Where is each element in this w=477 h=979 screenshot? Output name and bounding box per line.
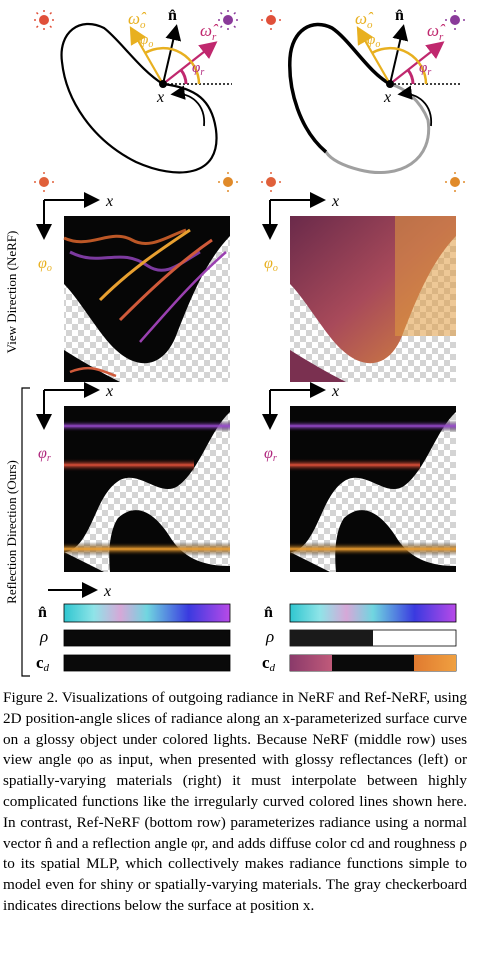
omega-o-arrow	[356, 26, 391, 85]
normal-arrow	[162, 24, 182, 85]
refnerf-panel-left	[64, 406, 230, 572]
n-hat-label: n̂	[168, 7, 177, 24]
axes-middle-left: x φo	[36, 192, 113, 274]
svg-text:φo: φo	[264, 255, 278, 274]
x-label: x	[156, 89, 164, 106]
phi-r-label: φr	[192, 60, 204, 78]
diagram-right: n̂ ω̂o ω̂r φo φr x	[261, 7, 465, 192]
refnerf-panel-right	[290, 406, 456, 572]
sun-icon	[445, 10, 465, 30]
svg-text:cd: cd	[36, 653, 50, 674]
caption-label: Figure 2.	[3, 689, 59, 706]
attribute-bars-left: x n̂ ρ cd	[36, 582, 231, 674]
phi-r-arc	[406, 69, 415, 85]
omega-o-arrow	[129, 26, 164, 85]
phi-o-label: φo	[140, 32, 153, 50]
axes-bottom-left: x φr	[36, 382, 113, 464]
object-curve-gray	[324, 82, 431, 175]
svg-text:φr: φr	[38, 445, 51, 464]
axes-bottom-right: x φr	[262, 382, 339, 464]
sun-icon	[218, 172, 238, 192]
omega-r-label: ω̂r	[200, 21, 219, 43]
x-label: x	[383, 89, 391, 106]
phi-r-arc	[179, 69, 188, 85]
svg-text:x: x	[105, 193, 113, 210]
phi-o-label: φo	[367, 32, 380, 50]
phi-o-arc	[144, 46, 201, 85]
row-label-nerf: View Direction (NeRF)	[4, 231, 19, 354]
caption-text: Visualizations of outgoing radiance in N…	[3, 689, 467, 914]
phi-o-arc	[371, 46, 428, 85]
omega-r-arrow	[389, 41, 445, 85]
sun-icon	[34, 172, 54, 192]
sun-icon	[218, 10, 238, 30]
sun-icon	[261, 10, 281, 30]
omega-o-label: ω̂o	[355, 9, 374, 31]
object-curve-black	[288, 22, 391, 154]
x-arrow	[397, 85, 432, 127]
svg-text:x: x	[105, 383, 113, 400]
svg-text:cd: cd	[262, 653, 276, 674]
nerf-panel-left	[63, 216, 230, 382]
bracket-ours	[21, 387, 30, 677]
normal-arrow	[389, 24, 409, 85]
svg-text:x: x	[103, 583, 111, 600]
figure: n̂ ω̂o ω̂r φo φr x	[4, 7, 465, 677]
svg-text:x: x	[331, 193, 339, 210]
diagram-left: n̂ ω̂o ω̂r φo φr x	[34, 7, 238, 192]
sun-icon	[261, 172, 281, 192]
svg-text:n̂: n̂	[264, 604, 273, 621]
row-label-ours: Reflection Direction (Ours)	[4, 460, 19, 604]
omega-r-arrow	[162, 41, 218, 85]
svg-text:ρ: ρ	[39, 627, 48, 646]
figure-caption: Figure 2. Visualizations of outgoing rad…	[3, 688, 467, 917]
omega-o-label: ω̂o	[128, 9, 147, 31]
svg-text:ρ: ρ	[265, 627, 274, 646]
nerf-panel-right	[290, 216, 456, 382]
svg-text:φr: φr	[264, 445, 277, 464]
sun-icon	[34, 10, 54, 30]
sun-icon	[445, 172, 465, 192]
svg-text:x: x	[331, 383, 339, 400]
phi-r-label: φr	[419, 60, 431, 78]
x-arrow	[170, 85, 205, 127]
point-x	[386, 80, 394, 88]
svg-text:φo: φo	[38, 255, 52, 274]
axes-middle-right: x φo	[262, 192, 339, 274]
point-x	[159, 80, 167, 88]
object-curve	[60, 22, 218, 174]
attribute-bars-right: n̂ ρ cd	[262, 603, 457, 674]
svg-text:n̂: n̂	[38, 604, 47, 621]
omega-r-label: ω̂r	[427, 21, 446, 43]
n-hat-label: n̂	[395, 7, 404, 24]
